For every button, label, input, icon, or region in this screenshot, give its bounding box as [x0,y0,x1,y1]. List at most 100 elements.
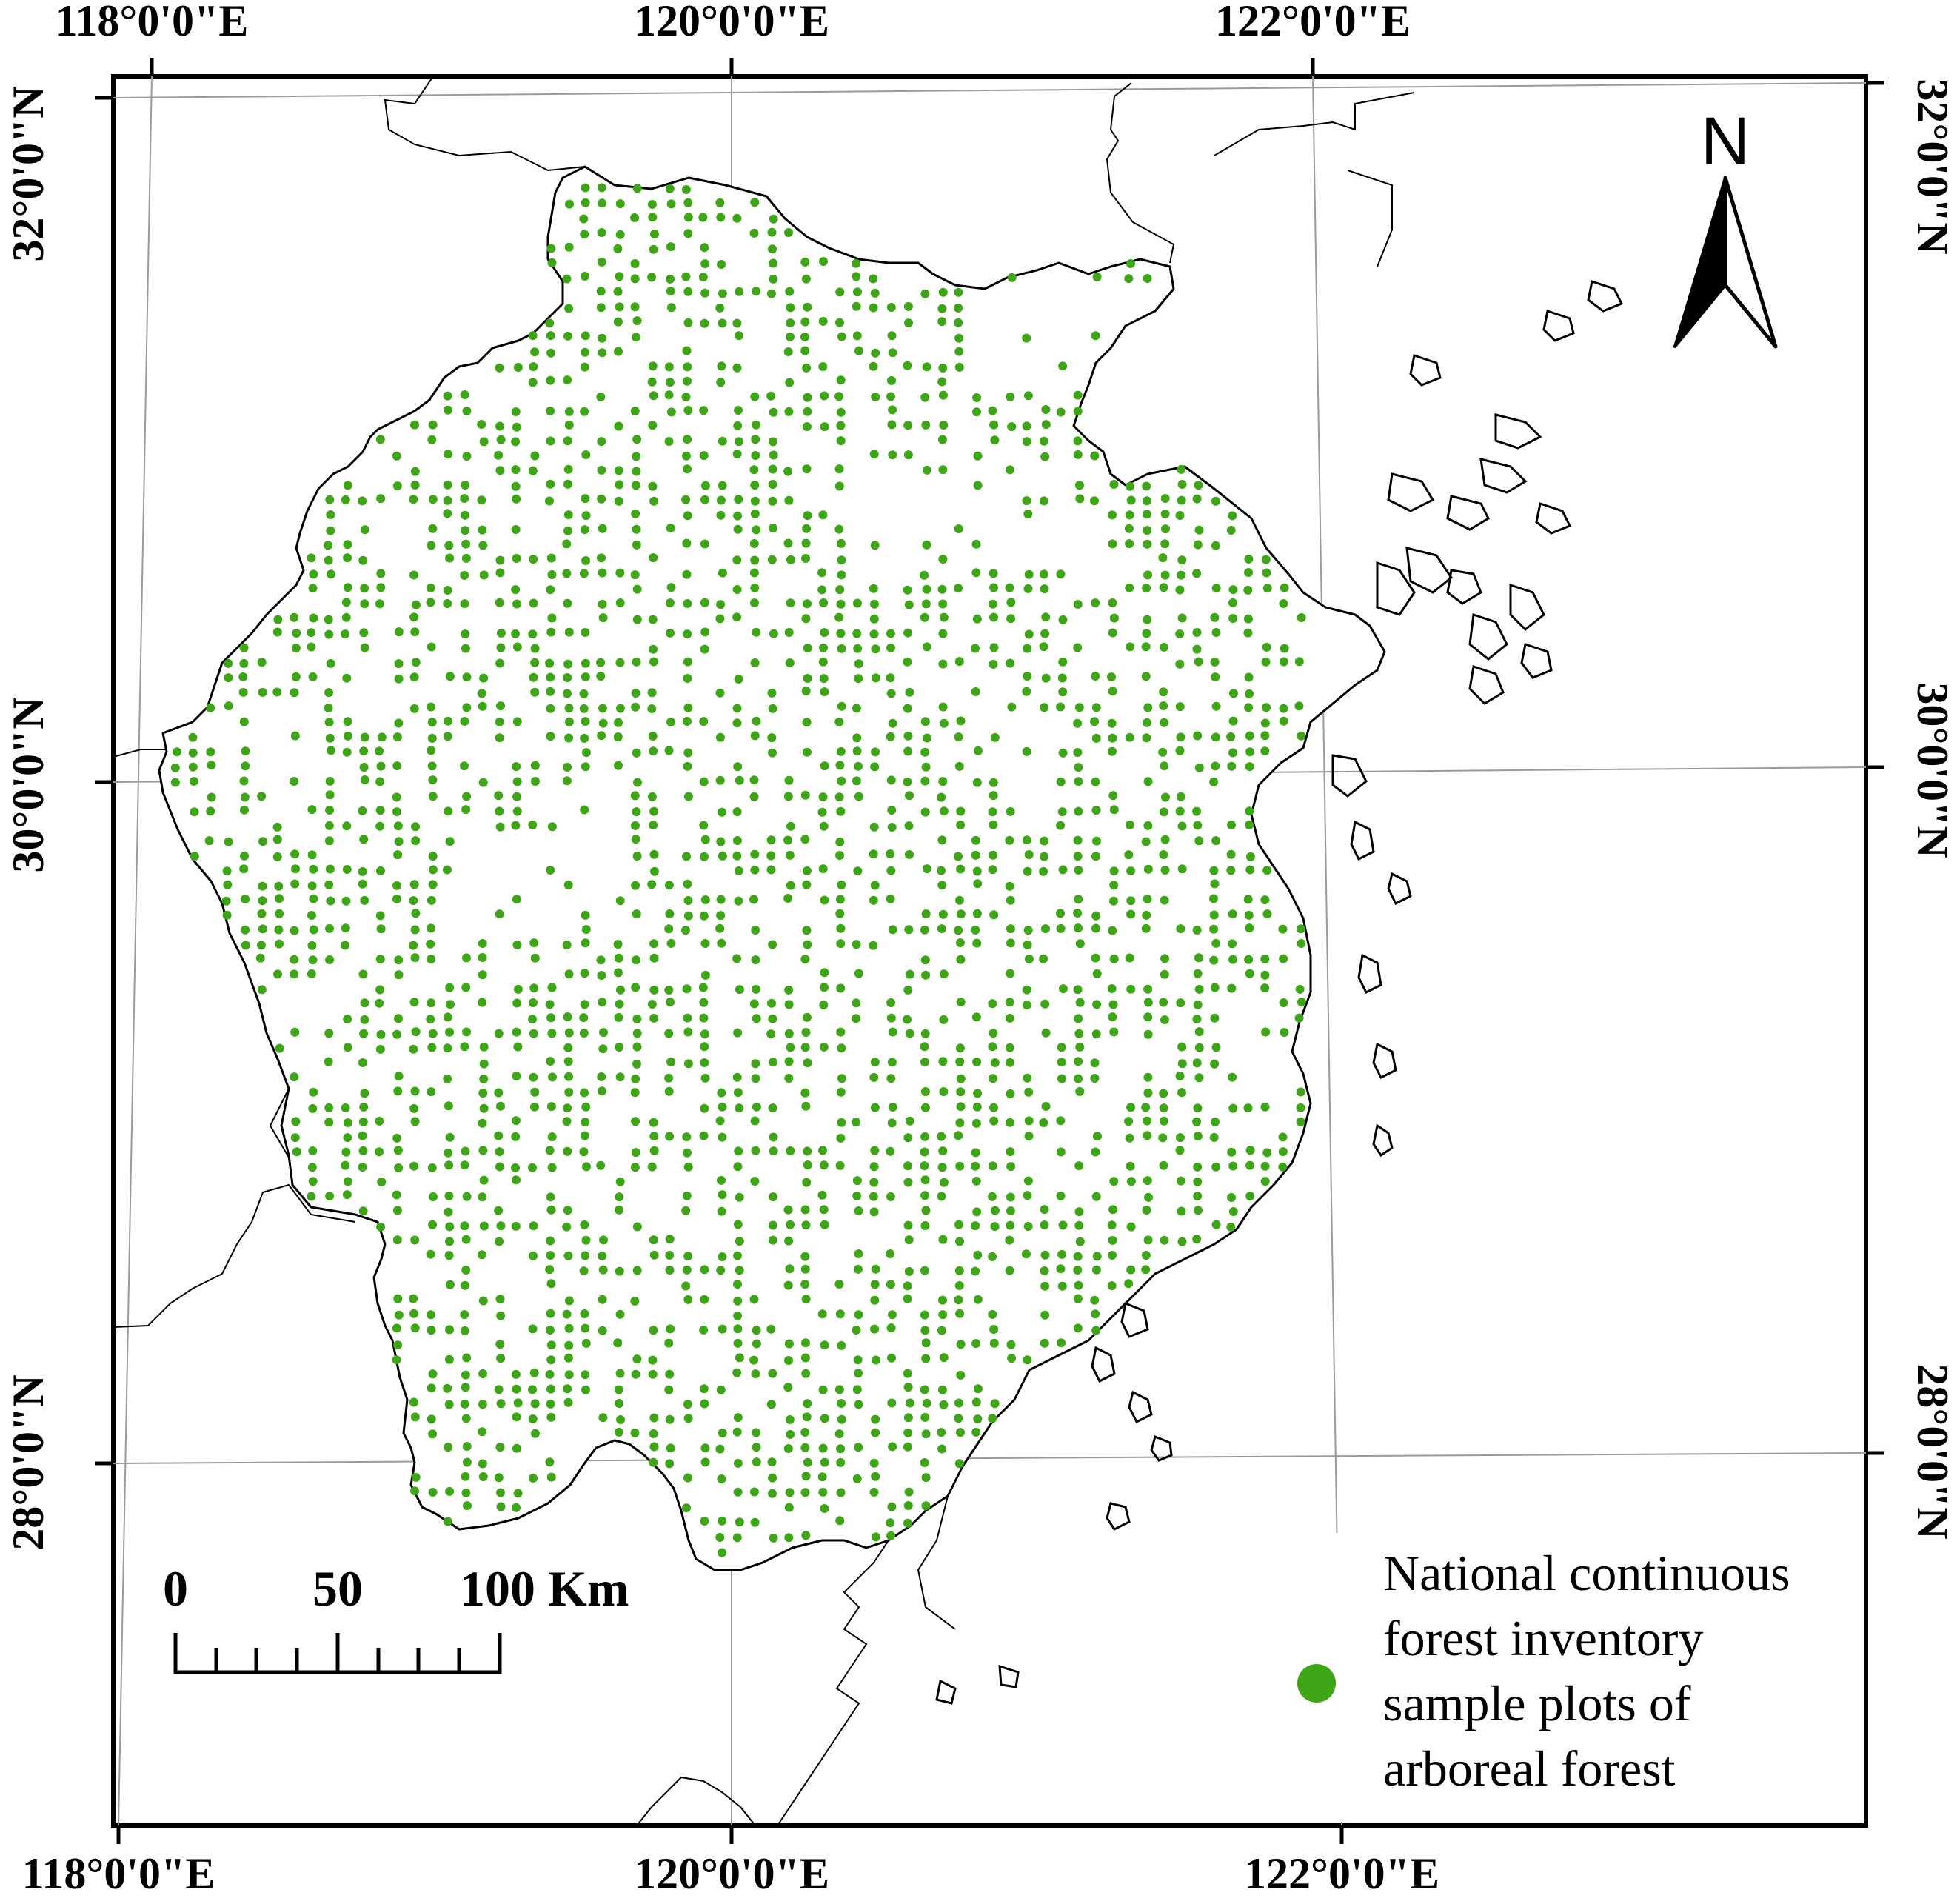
sample-plot-dot [751,1146,760,1155]
sample-plot-dot [479,1175,489,1185]
sample-plot-dot [563,1206,572,1215]
sample-plot-dot [324,629,334,639]
sample-plot-dot [1107,984,1117,993]
sample-plot-dot [715,303,725,313]
sample-plot-dot [954,524,963,533]
sample-plot-dot [666,938,676,948]
sample-plot-dot [290,955,299,964]
sample-plot-dot [614,347,623,356]
sample-plot-dot [817,1190,827,1200]
sample-plot-dot [428,420,438,430]
sample-plot-dot [597,971,606,980]
sample-plot-dot [903,628,913,638]
sample-plot-dot [649,1118,658,1127]
sample-plot-dot [529,1474,538,1483]
sample-plot-dot [835,895,845,904]
sample-plot-dot [375,746,384,756]
sample-plot-dot [443,1012,452,1022]
sample-plot-dot [580,969,589,978]
sample-plot-dot [647,1162,657,1172]
sample-plot-dot [443,391,452,401]
sample-plot-dot [801,1220,811,1230]
sample-plot-dot [800,955,810,964]
sample-plot-dot [886,689,896,698]
sample-plot-dot [800,1252,810,1261]
sample-plot-dot [903,1015,912,1024]
sample-plot-dot [496,1488,505,1497]
sample-plot-dot [1005,1043,1014,1052]
sample-plot-dot [496,628,506,638]
sample-plot-dot [1262,642,1271,652]
sample-plot-dot [239,864,249,874]
sample-plot-dot [682,717,692,726]
sample-plot-dot [1160,539,1170,549]
sample-plot-dot [307,969,316,978]
sample-plot-dot [1058,748,1068,758]
sample-plot-dot [786,303,795,313]
sample-plot-dot [718,289,727,298]
sample-plot-dot [1090,1058,1100,1068]
sample-plot-dot [495,1162,504,1172]
sample-plot-dot [410,925,420,935]
sample-plot-dot [751,955,760,965]
sample-plot-dot [989,1116,999,1126]
sample-plot-dot [478,953,487,962]
sample-plot-dot [818,864,828,874]
sample-plot-dot [462,1442,472,1451]
sample-plot-dot [801,554,811,563]
sample-plot-dot [1039,496,1048,506]
sample-plot-dot [1260,718,1270,728]
sample-plot-dot [920,570,929,580]
sample-plot-dot [1177,1088,1186,1098]
sample-plot-dot [1124,274,1134,284]
sample-plot-dot [886,849,895,858]
sample-plot-dot [801,1338,810,1348]
sample-plot-dot [1260,746,1270,756]
sample-plot-dot [1143,1088,1153,1098]
sample-plot-dot [221,896,231,906]
sample-plot-dot [427,1414,436,1424]
sample-plot-dot [1294,657,1304,667]
sample-plot-dot [1093,1132,1102,1141]
sample-plot-dot [564,1370,574,1380]
sample-plot-dot [835,585,845,595]
sample-plot-dot [511,525,521,534]
sample-plot-dot [411,822,420,832]
sample-plot-dot [632,1059,641,1069]
sample-plot-dot [546,627,556,637]
sample-plot-dot [1039,436,1048,446]
sample-plot-dot [529,1368,539,1377]
sample-plot-dot [240,792,250,802]
sample-plot-dot [564,407,574,416]
sample-plot-dot [375,777,385,786]
sample-plot-dot [905,849,914,859]
sample-plot-dot [427,702,436,712]
sample-plot-dot [1126,1177,1136,1186]
sample-plot-dot [920,776,930,786]
sample-plot-dot [292,1147,301,1157]
sample-plot-dot [615,1399,624,1408]
sample-plot-dot [530,953,540,963]
sample-plot-dot [1176,732,1185,742]
sample-plot-dot [971,644,980,653]
top-lon-label-1: 118°0'0"E [56,0,249,45]
sample-plot-dot [871,1532,880,1542]
sample-plot-dot [461,983,471,992]
sample-plot-dot [496,1311,506,1320]
sample-plot-dot [630,791,640,801]
sample-plot-dot [920,289,930,298]
sample-plot-dot [1024,955,1034,963]
sample-plot-dot [1227,1193,1236,1202]
sample-plot-dot [1073,1294,1083,1303]
sample-plot-dot [717,807,726,817]
sample-plot-dot [1245,747,1255,757]
sample-plot-dot [732,836,742,845]
sample-plot-dot [529,555,538,564]
sample-plot-dot [903,1442,912,1452]
sample-plot-dot [784,985,794,995]
sample-plot-dot [615,302,624,312]
sample-plot-dot [1073,1323,1083,1333]
sample-plot-dot [1177,1042,1187,1052]
sample-plot-dot [751,1059,760,1069]
sample-plot-dot [598,1044,608,1054]
